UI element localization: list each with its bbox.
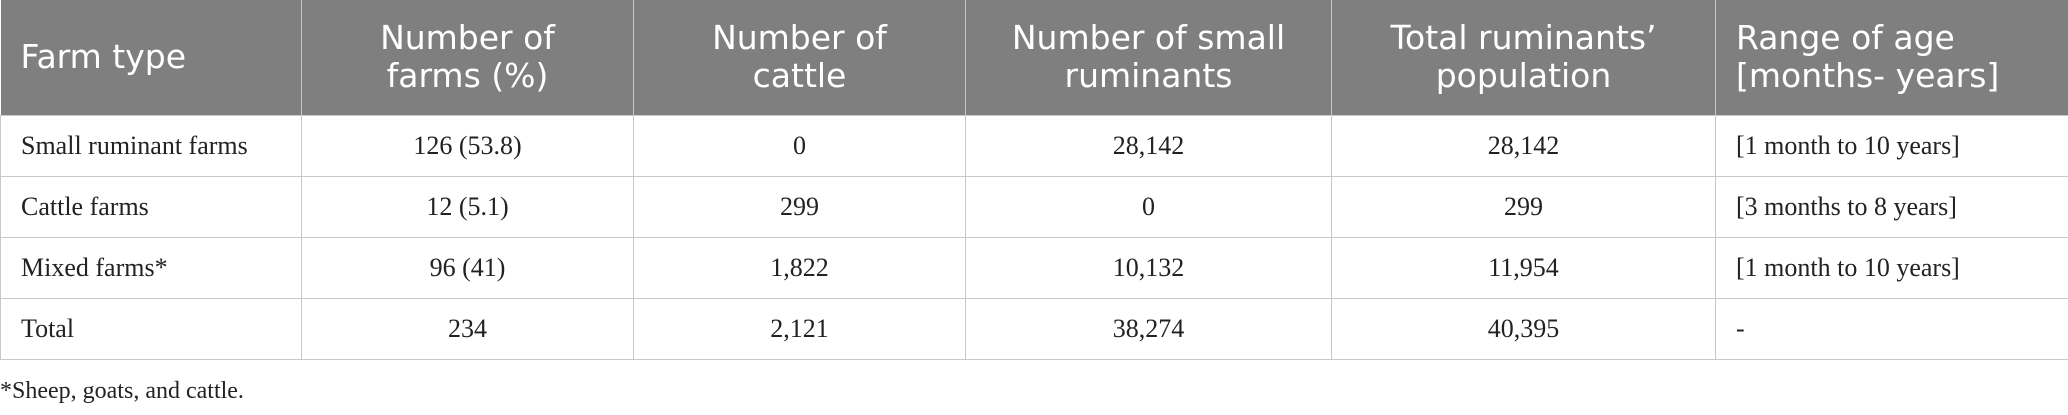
header-row: Farm type Number of farms (%) Number of ca… [0, 0, 2068, 115]
table-cell: 11,954 [1331, 236, 1716, 299]
table-cell: 299 [633, 175, 966, 238]
footnote: *Sheep, goats, and cattle. [0, 378, 244, 404]
table-cell: 40,395 [1331, 297, 1716, 360]
table-row: Small ruminant farms 126 (53.8) 0 28,142 28,… [0, 114, 2068, 177]
table-cell: Mixed farms* [0, 236, 302, 299]
header-text: Total ruminants’ population [1390, 18, 1657, 96]
table-body: Small ruminant farms 126 (53.8) 0 28,142 28,… [0, 114, 2068, 360]
table-cell: Total [0, 297, 302, 360]
table-cell: 234 [301, 297, 634, 360]
data-table: Farm type Number of farms (%) Number of ca… [0, 0, 2068, 360]
table-cell: - [1715, 297, 2068, 360]
header-cell: Range of age [months- years] [1715, 0, 2068, 115]
header-text: Farm type [20, 37, 187, 77]
header-cell: Farm type [0, 0, 302, 115]
table-cell: 38,274 [965, 297, 1332, 360]
table-row: Total 234 2,121 38,274 40,395- [0, 297, 2068, 360]
header-cell: Total ruminants’ population [1331, 0, 1716, 115]
table-cell: 0 [633, 114, 966, 177]
table-cell: 28,142 [965, 114, 1332, 177]
table-cell: [1 month to 10 years] [1715, 114, 2068, 177]
header-text: Number of small ruminants [1011, 18, 1286, 96]
header-text: Range of age [months- years] [1736, 18, 2000, 96]
table-cell: 10,132 [965, 236, 1332, 299]
table-cell: 2,121 [633, 297, 966, 360]
table-cell: 126 (53.8) [301, 114, 634, 177]
table-cell: 299 [1331, 175, 1716, 238]
table-cell: [3 months to 8 years] [1715, 175, 2068, 238]
header-cell: Number of cattle [633, 0, 966, 115]
table-cell: 0 [965, 175, 1332, 238]
header-cell: Number of farms (%) [301, 0, 634, 115]
header-text: Number of farms (%) [380, 18, 555, 96]
table-cell: Cattle farms [0, 175, 302, 238]
table-cell: 1,822 [633, 236, 966, 299]
header-text: Number of cattle [712, 18, 887, 96]
table-cell: Small ruminant farms [0, 114, 302, 177]
table-cell: 12 (5.1) [301, 175, 634, 238]
table-cell: 28,142 [1331, 114, 1716, 177]
table-row: Mixed farms* 96 (41) 1,822 10,132 11,954 [1 m… [0, 236, 2068, 299]
table-row: Cattle farms 12 (5.1) 299 0 299 [3 months to … [0, 175, 2068, 238]
table-cell: [1 month to 10 years] [1715, 236, 2068, 299]
table-cell: 96 (41) [301, 236, 634, 299]
header-cell: Number of small ruminants [965, 0, 1332, 115]
